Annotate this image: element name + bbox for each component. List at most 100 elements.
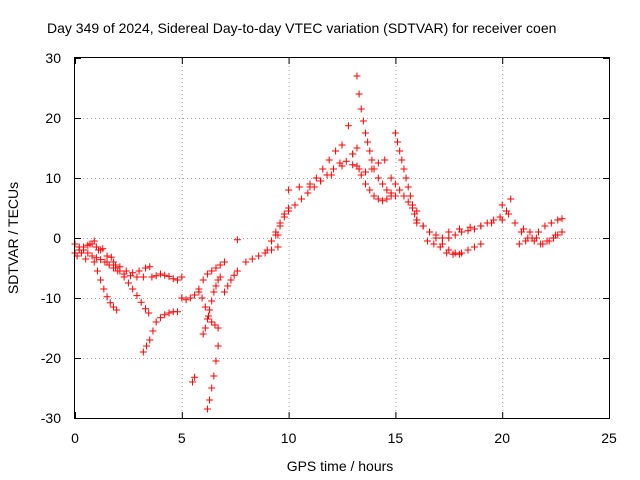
data-point	[208, 297, 216, 305]
data-point	[391, 129, 399, 137]
data-point	[274, 243, 282, 251]
data-point	[387, 174, 395, 182]
data-point	[135, 267, 143, 275]
data-point	[325, 156, 333, 164]
data-point	[198, 294, 206, 302]
data-point	[201, 324, 209, 332]
data-point	[327, 171, 335, 179]
data-point	[90, 237, 98, 245]
data-point	[191, 373, 199, 381]
data-point	[466, 223, 474, 231]
data-point	[406, 192, 414, 200]
data-point	[515, 240, 523, 248]
data-point	[227, 276, 235, 284]
data-point	[210, 288, 218, 296]
y-axis-label: SDTVAR / TECUs	[5, 182, 21, 294]
data-point	[449, 250, 457, 258]
data-point	[419, 222, 427, 230]
data-point	[361, 129, 369, 137]
data-point	[216, 261, 224, 269]
data-point	[210, 372, 218, 380]
data-point	[86, 240, 94, 248]
data-point	[312, 174, 320, 182]
data-point	[109, 303, 117, 311]
data-point	[212, 282, 220, 290]
data-point	[107, 253, 115, 261]
data-point	[285, 186, 293, 194]
data-point	[338, 162, 346, 170]
data-point	[464, 227, 472, 235]
data-point	[432, 234, 440, 242]
data-point	[214, 324, 222, 332]
data-point	[94, 246, 102, 254]
data-point	[552, 231, 560, 239]
data-point	[97, 276, 105, 284]
data-point	[113, 306, 121, 314]
data-point	[221, 288, 229, 296]
data-point	[423, 237, 431, 245]
data-point	[206, 306, 214, 314]
data-point	[381, 156, 389, 164]
data-point	[233, 267, 241, 275]
data-point	[398, 156, 406, 164]
y-tick-label: 30	[45, 50, 61, 66]
chart-title: Day 349 of 2024, Sidereal Day-to-day VTE…	[47, 20, 556, 36]
data-points	[71, 72, 566, 413]
data-point	[201, 303, 209, 311]
data-point	[404, 183, 412, 191]
data-point	[329, 165, 337, 173]
data-point	[547, 219, 555, 227]
data-point	[545, 237, 553, 245]
data-point	[103, 293, 111, 301]
data-point	[276, 222, 284, 230]
data-point	[203, 405, 211, 413]
data-point	[344, 122, 352, 130]
y-tick-label: 20	[45, 110, 61, 126]
data-point	[374, 195, 382, 203]
data-point	[103, 252, 111, 260]
data-point	[165, 309, 173, 317]
data-point	[400, 192, 408, 200]
data-point	[178, 273, 186, 281]
data-point	[212, 264, 220, 272]
data-point	[191, 291, 199, 299]
data-point	[141, 264, 149, 272]
data-point	[146, 336, 154, 344]
data-point	[379, 180, 387, 188]
data-point	[178, 294, 186, 302]
data-point	[357, 105, 365, 113]
y-tick-labels: -30 -20 -10 0 10 20 30	[41, 50, 61, 426]
data-point	[156, 314, 164, 322]
data-point	[161, 271, 169, 279]
data-point	[212, 357, 220, 365]
x-tick-label: 0	[71, 430, 79, 446]
data-point	[203, 270, 211, 278]
data-point	[445, 234, 453, 242]
data-point	[182, 296, 190, 304]
data-point	[152, 318, 160, 326]
data-point	[355, 90, 363, 98]
data-point	[396, 147, 404, 155]
data-point	[455, 225, 463, 233]
data-point	[413, 219, 421, 227]
y-tick-label: -20	[41, 350, 61, 366]
data-point	[338, 141, 346, 149]
data-point	[520, 225, 528, 233]
x-tick-label: 25	[601, 430, 617, 446]
data-point	[400, 165, 408, 173]
data-point	[120, 273, 128, 281]
data-point	[353, 72, 361, 80]
data-point	[149, 327, 157, 335]
data-point	[539, 240, 547, 248]
data-point	[498, 216, 506, 224]
data-point	[554, 216, 562, 224]
data-point	[255, 252, 263, 260]
data-point	[498, 201, 506, 209]
x-axis-label: GPS time / hours	[287, 458, 394, 474]
data-point	[391, 180, 399, 188]
data-point	[88, 252, 96, 260]
data-point	[174, 276, 182, 284]
data-point	[82, 255, 90, 263]
data-point	[511, 219, 519, 227]
